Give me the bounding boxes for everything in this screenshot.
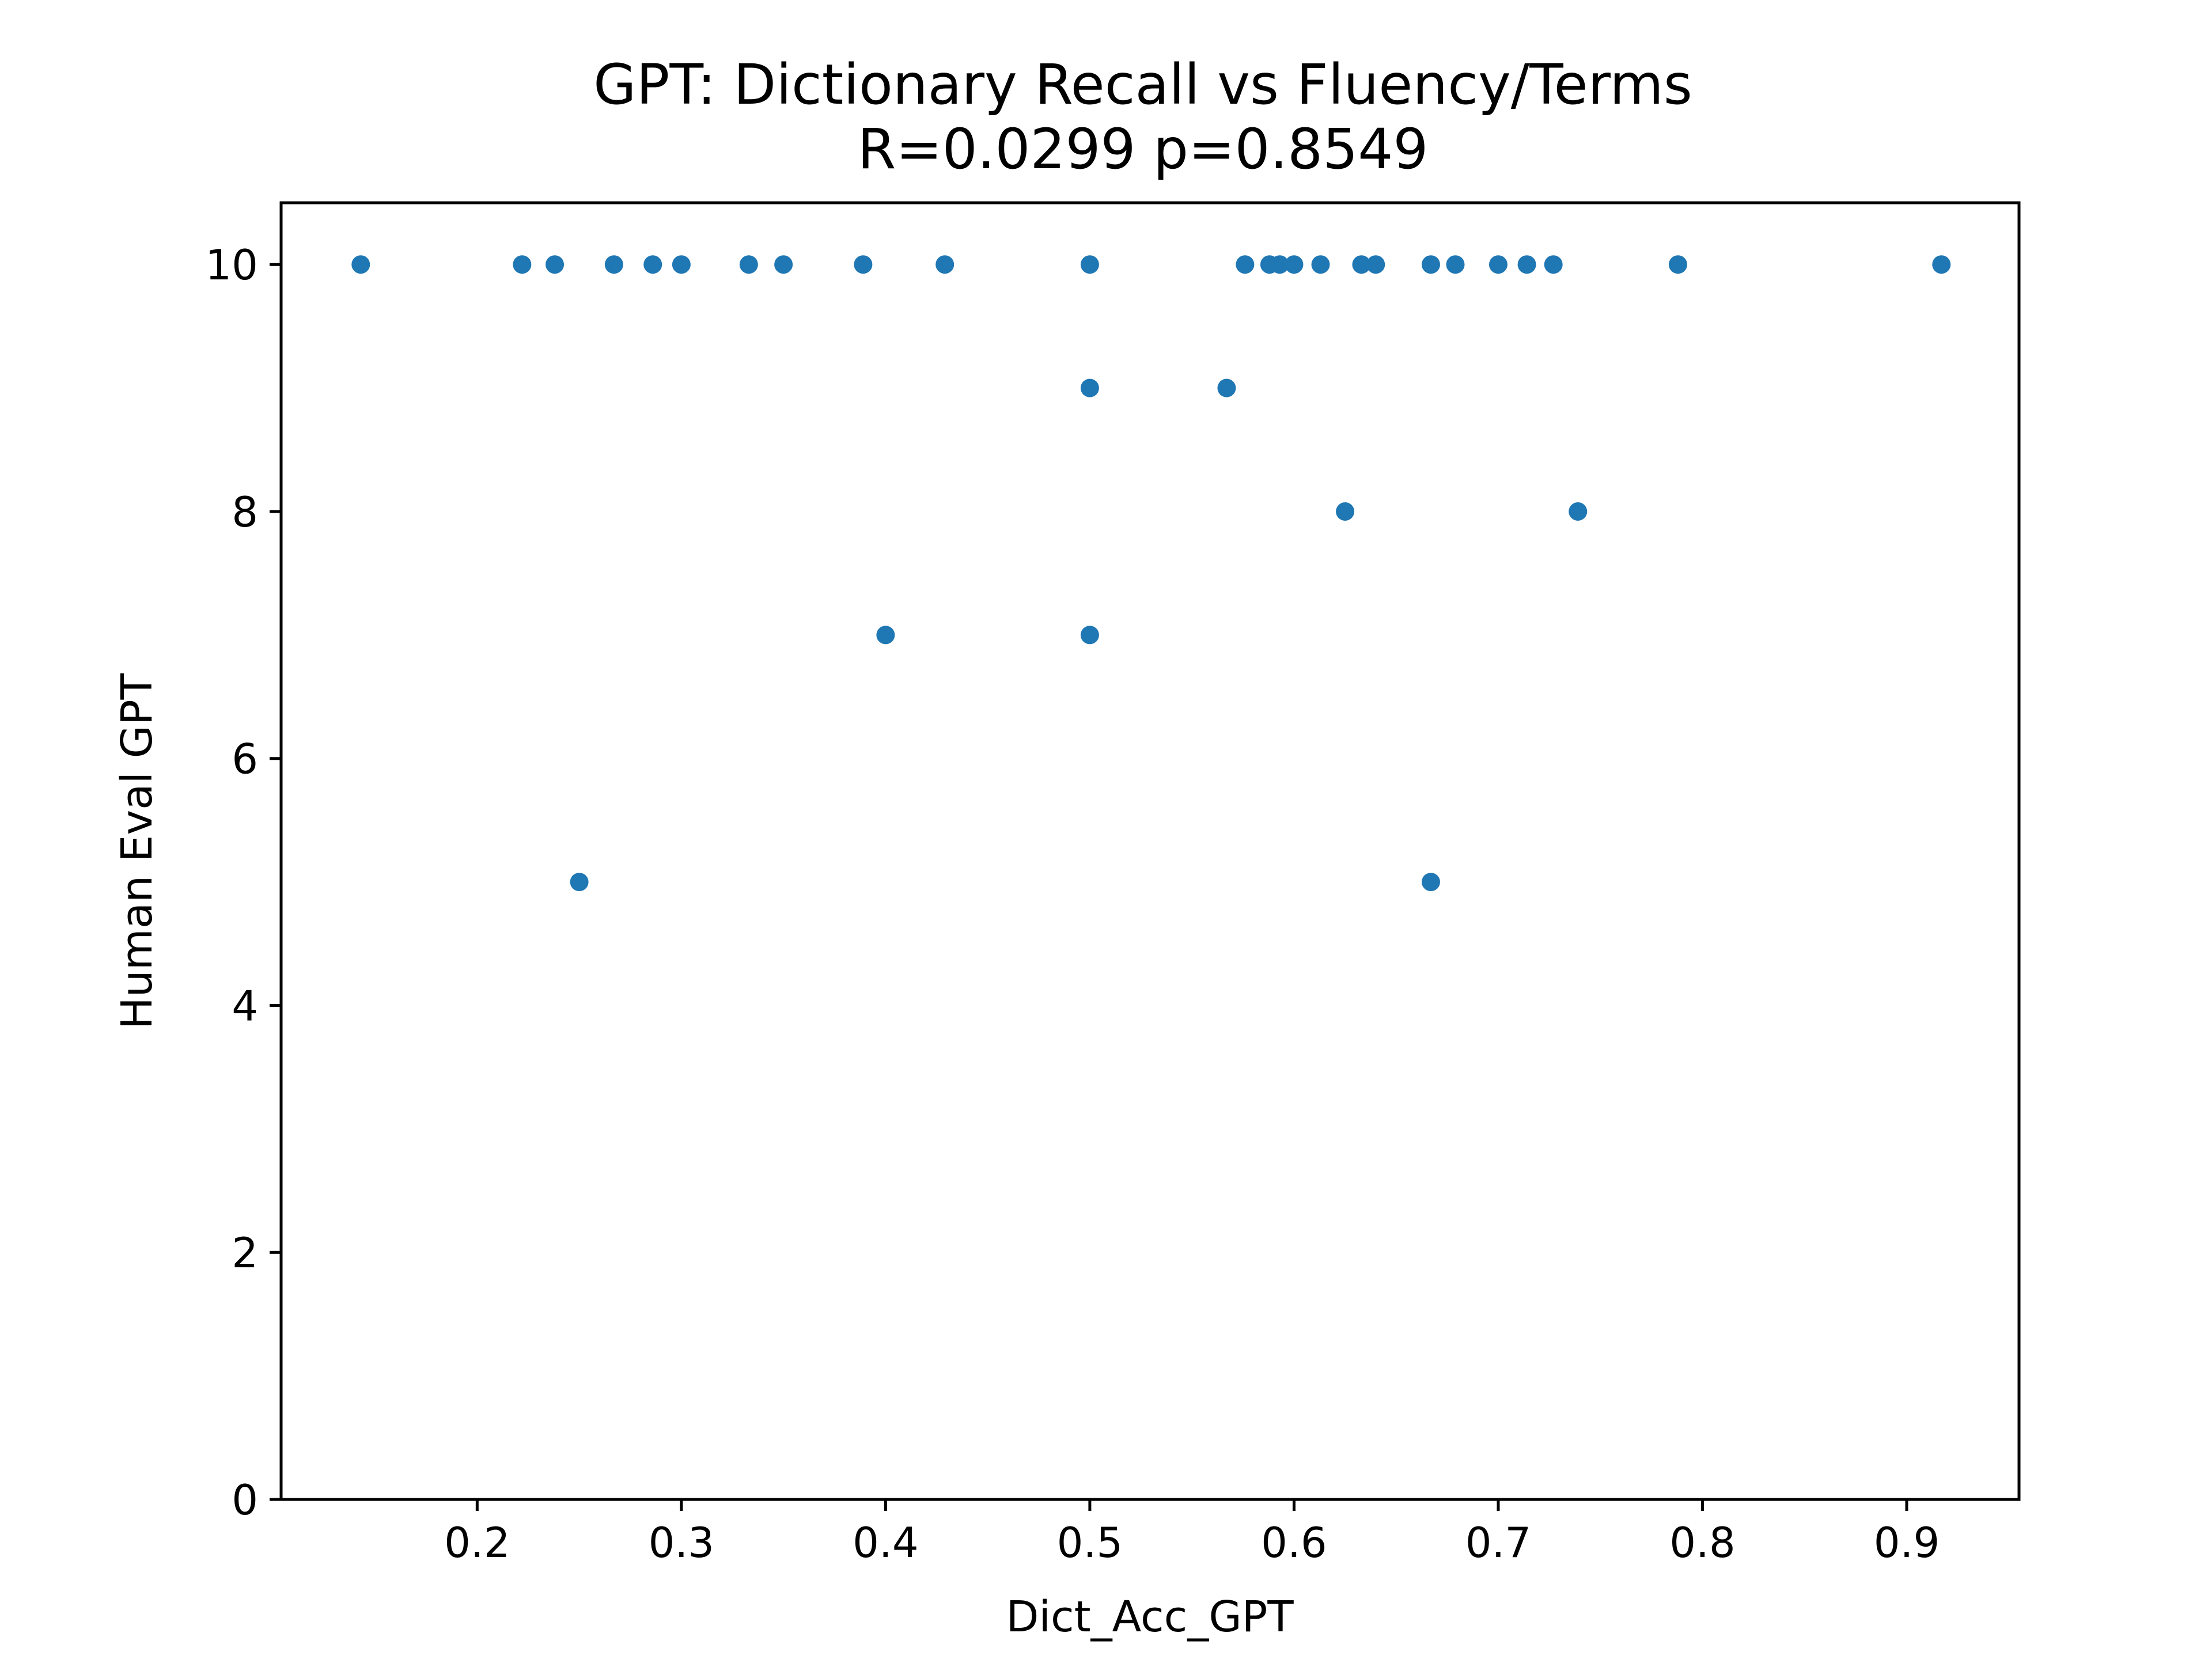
scatter-point-16 <box>1352 255 1371 274</box>
scatter-point-30 <box>1080 626 1099 645</box>
x-tick-label: 0.2 <box>444 1518 510 1567</box>
scatter-point-25 <box>1080 378 1099 397</box>
y-tick-label: 6 <box>232 735 258 783</box>
scatter-point-19 <box>1446 255 1465 274</box>
scatter-point-8 <box>854 255 873 274</box>
scatter-point-20 <box>1488 255 1508 274</box>
scatter-point-23 <box>1668 255 1687 274</box>
scatter-point-17 <box>1366 255 1385 274</box>
points-layer <box>351 255 1951 892</box>
y-tick-label: 10 <box>205 241 258 289</box>
scatter-point-13 <box>1270 255 1289 274</box>
scatter-point-29 <box>876 626 895 645</box>
y-axis-ticks: 0 2 4 6 8 10 <box>205 241 281 1524</box>
scatter-point-32 <box>1421 873 1440 892</box>
scatter-point-5 <box>672 255 691 274</box>
x-tick-label: 0.9 <box>1874 1518 1940 1567</box>
scatter-point-9 <box>935 255 955 274</box>
y-axis-label: Human Eval GPT <box>112 673 162 1029</box>
scatter-point-15 <box>1311 255 1330 274</box>
scatter-point-14 <box>1285 255 1304 274</box>
scatter-point-4 <box>643 255 662 274</box>
x-axis-ticks: 0.2 0.3 0.4 0.5 0.6 0.7 0.8 0.9 <box>444 1499 1940 1567</box>
scatter-point-7 <box>774 255 793 274</box>
x-tick-label: 0.4 <box>853 1518 919 1567</box>
scatter-point-3 <box>604 255 623 274</box>
scatter-point-6 <box>739 255 758 274</box>
chart-title: GPT: Dictionary Recall vs Fluency/Terms <box>593 52 1692 117</box>
scatter-point-24 <box>1932 255 1951 274</box>
scatter-point-27 <box>1336 502 1355 521</box>
scatter-point-2 <box>546 255 565 274</box>
scatter-point-18 <box>1421 255 1440 274</box>
scatter-point-22 <box>1544 255 1563 274</box>
y-tick-label: 0 <box>232 1476 258 1524</box>
scatter-point-31 <box>570 873 589 892</box>
x-axis-label: Dict_Acc_GPT <box>1006 1592 1294 1642</box>
x-tick-label: 0.8 <box>1669 1518 1736 1567</box>
x-tick-label: 0.7 <box>1465 1518 1532 1567</box>
scatter-point-21 <box>1517 255 1536 274</box>
scatter-point-0 <box>351 255 370 274</box>
chart-subtitle: R=0.0299 p=0.8549 <box>858 117 1429 181</box>
scatter-point-11 <box>1236 255 1255 274</box>
plot-area-frame <box>279 201 2021 1501</box>
y-tick-label: 2 <box>232 1229 258 1277</box>
scatter-point-1 <box>513 255 532 274</box>
scatter-point-10 <box>1080 255 1099 274</box>
y-tick-label: 8 <box>232 488 258 536</box>
x-tick-label: 0.5 <box>1057 1518 1123 1567</box>
scatter-point-28 <box>1569 502 1588 521</box>
x-tick-label: 0.6 <box>1261 1518 1327 1567</box>
scatter-point-26 <box>1217 378 1236 397</box>
x-tick-label: 0.3 <box>649 1518 715 1567</box>
y-tick-label: 4 <box>232 982 258 1030</box>
